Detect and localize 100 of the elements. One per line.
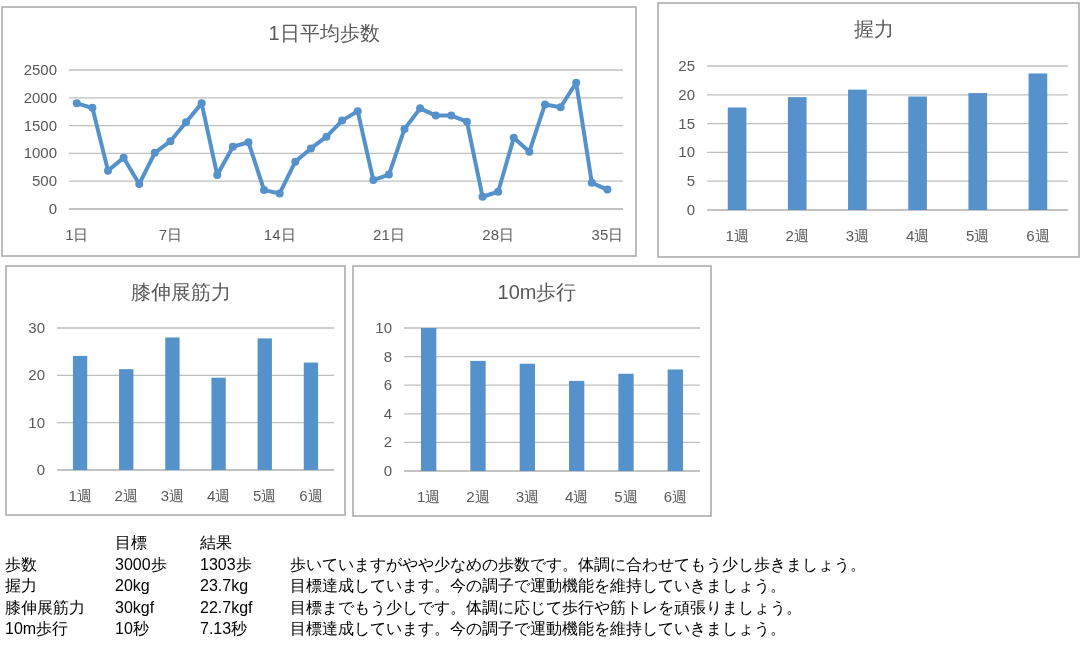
y-tick-label: 0: [36, 461, 45, 478]
point: [213, 171, 222, 180]
point: [291, 157, 300, 166]
bar: [72, 355, 88, 470]
x-tick-label: 3週: [515, 488, 540, 505]
bar: [257, 338, 272, 470]
x-tick-label: 3週: [845, 227, 870, 244]
y-tick-label: 5: [686, 172, 695, 190]
x-tick-label: 2週: [785, 227, 809, 244]
y-tick-label: 6: [383, 376, 392, 394]
text: 30kgf: [115, 598, 155, 616]
y-tick-label: 2: [383, 433, 392, 451]
x-tick-label: 1週: [725, 227, 749, 244]
text: 膝伸展筋力: [5, 598, 85, 616]
point: [338, 116, 347, 125]
y-tick-label: 10: [28, 413, 45, 431]
point: [416, 104, 425, 113]
bar: [968, 93, 988, 210]
bar: [303, 362, 319, 470]
y-tick-label: 20: [28, 366, 45, 384]
bar: [421, 328, 437, 471]
point: [400, 124, 409, 133]
x-tick-label: 28日: [482, 226, 514, 243]
x-tick-label: 6週: [1026, 227, 1050, 244]
y-tick-label: 1500: [23, 116, 57, 134]
text: 3000歩: [115, 555, 167, 573]
point: [431, 111, 440, 120]
y-tick-label: 15: [678, 114, 695, 132]
x-tick-label: 3週: [160, 487, 185, 504]
point: [322, 132, 331, 141]
y-tick-label: 1000: [23, 144, 57, 162]
y-tick-label: 2500: [23, 61, 57, 78]
bar: [787, 97, 807, 210]
x-tick-label: 5週: [614, 488, 638, 505]
point: [197, 99, 206, 108]
chart-title: 10m歩行: [497, 281, 577, 303]
y-tick-label: 0: [686, 201, 695, 218]
bar: [908, 96, 927, 210]
chart-title: 握力: [853, 18, 894, 40]
x-tick-label: 7日: [158, 226, 183, 243]
point: [182, 118, 191, 127]
text: 1303歩: [200, 555, 252, 573]
point: [540, 100, 549, 109]
point: [72, 99, 81, 108]
bar: [618, 373, 634, 471]
chart-title: 1日平均歩数: [268, 22, 380, 44]
x-tick-label: 4週: [905, 227, 930, 244]
text: 結果: [199, 534, 232, 551]
x-tick-label: 1週: [416, 488, 441, 505]
text: 7.13秒: [200, 620, 248, 637]
x-tick-label: 6週: [299, 487, 323, 504]
text: 23.7kg: [200, 577, 249, 594]
y-tick-label: 500: [31, 172, 57, 190]
point: [104, 166, 113, 175]
text: 歩数: [5, 555, 37, 573]
x-tick-label: 2週: [466, 488, 490, 505]
point: [244, 138, 253, 147]
x-tick-label: 1週: [68, 487, 92, 504]
point: [88, 103, 97, 112]
text: 歩いていますがやや少なめの歩数です。体調に合わせてもう少し歩きましょう。: [290, 555, 866, 574]
point: [260, 186, 269, 195]
point: [572, 78, 581, 87]
point: [447, 111, 456, 120]
point: [166, 137, 175, 146]
bar: [211, 377, 226, 470]
point: [306, 144, 315, 153]
chart-title: 膝伸展筋力: [130, 281, 231, 303]
x-tick-label: 5週: [966, 227, 990, 244]
point: [384, 170, 393, 179]
bar: [727, 107, 747, 210]
bar: [165, 337, 180, 470]
bar: [1028, 73, 1048, 210]
y-tick-label: 20: [678, 85, 695, 103]
x-tick-label: 14日: [263, 226, 296, 243]
y-tick-label: 10: [678, 143, 695, 161]
y-tick-label: 30: [28, 319, 45, 336]
bar: [519, 363, 535, 471]
bar: [119, 369, 134, 470]
y-tick-label: 0: [383, 462, 392, 479]
text: 22.7kgf: [200, 598, 254, 616]
text: 10m歩行: [5, 620, 69, 637]
point: [525, 147, 534, 156]
x-tick-label: 35日: [591, 226, 624, 243]
x-tick-label: 21日: [373, 226, 405, 243]
point: [494, 187, 503, 196]
text: 目標: [115, 534, 147, 551]
y-tick-label: 25: [678, 57, 695, 74]
y-tick-label: 0: [48, 200, 57, 217]
point: [603, 185, 612, 194]
text: 目標達成しています。今の調子で運動機能を維持していきましょう。: [290, 620, 786, 638]
point: [556, 103, 565, 112]
bar: [569, 380, 585, 471]
text: 20kg: [115, 577, 150, 594]
y-tick-label: 8: [383, 347, 392, 365]
point: [478, 192, 487, 201]
text: 握力: [5, 577, 37, 594]
x-tick-label: 1日: [65, 226, 89, 243]
point: [119, 153, 128, 162]
x-tick-label: 6週: [663, 488, 688, 505]
point: [587, 178, 596, 187]
